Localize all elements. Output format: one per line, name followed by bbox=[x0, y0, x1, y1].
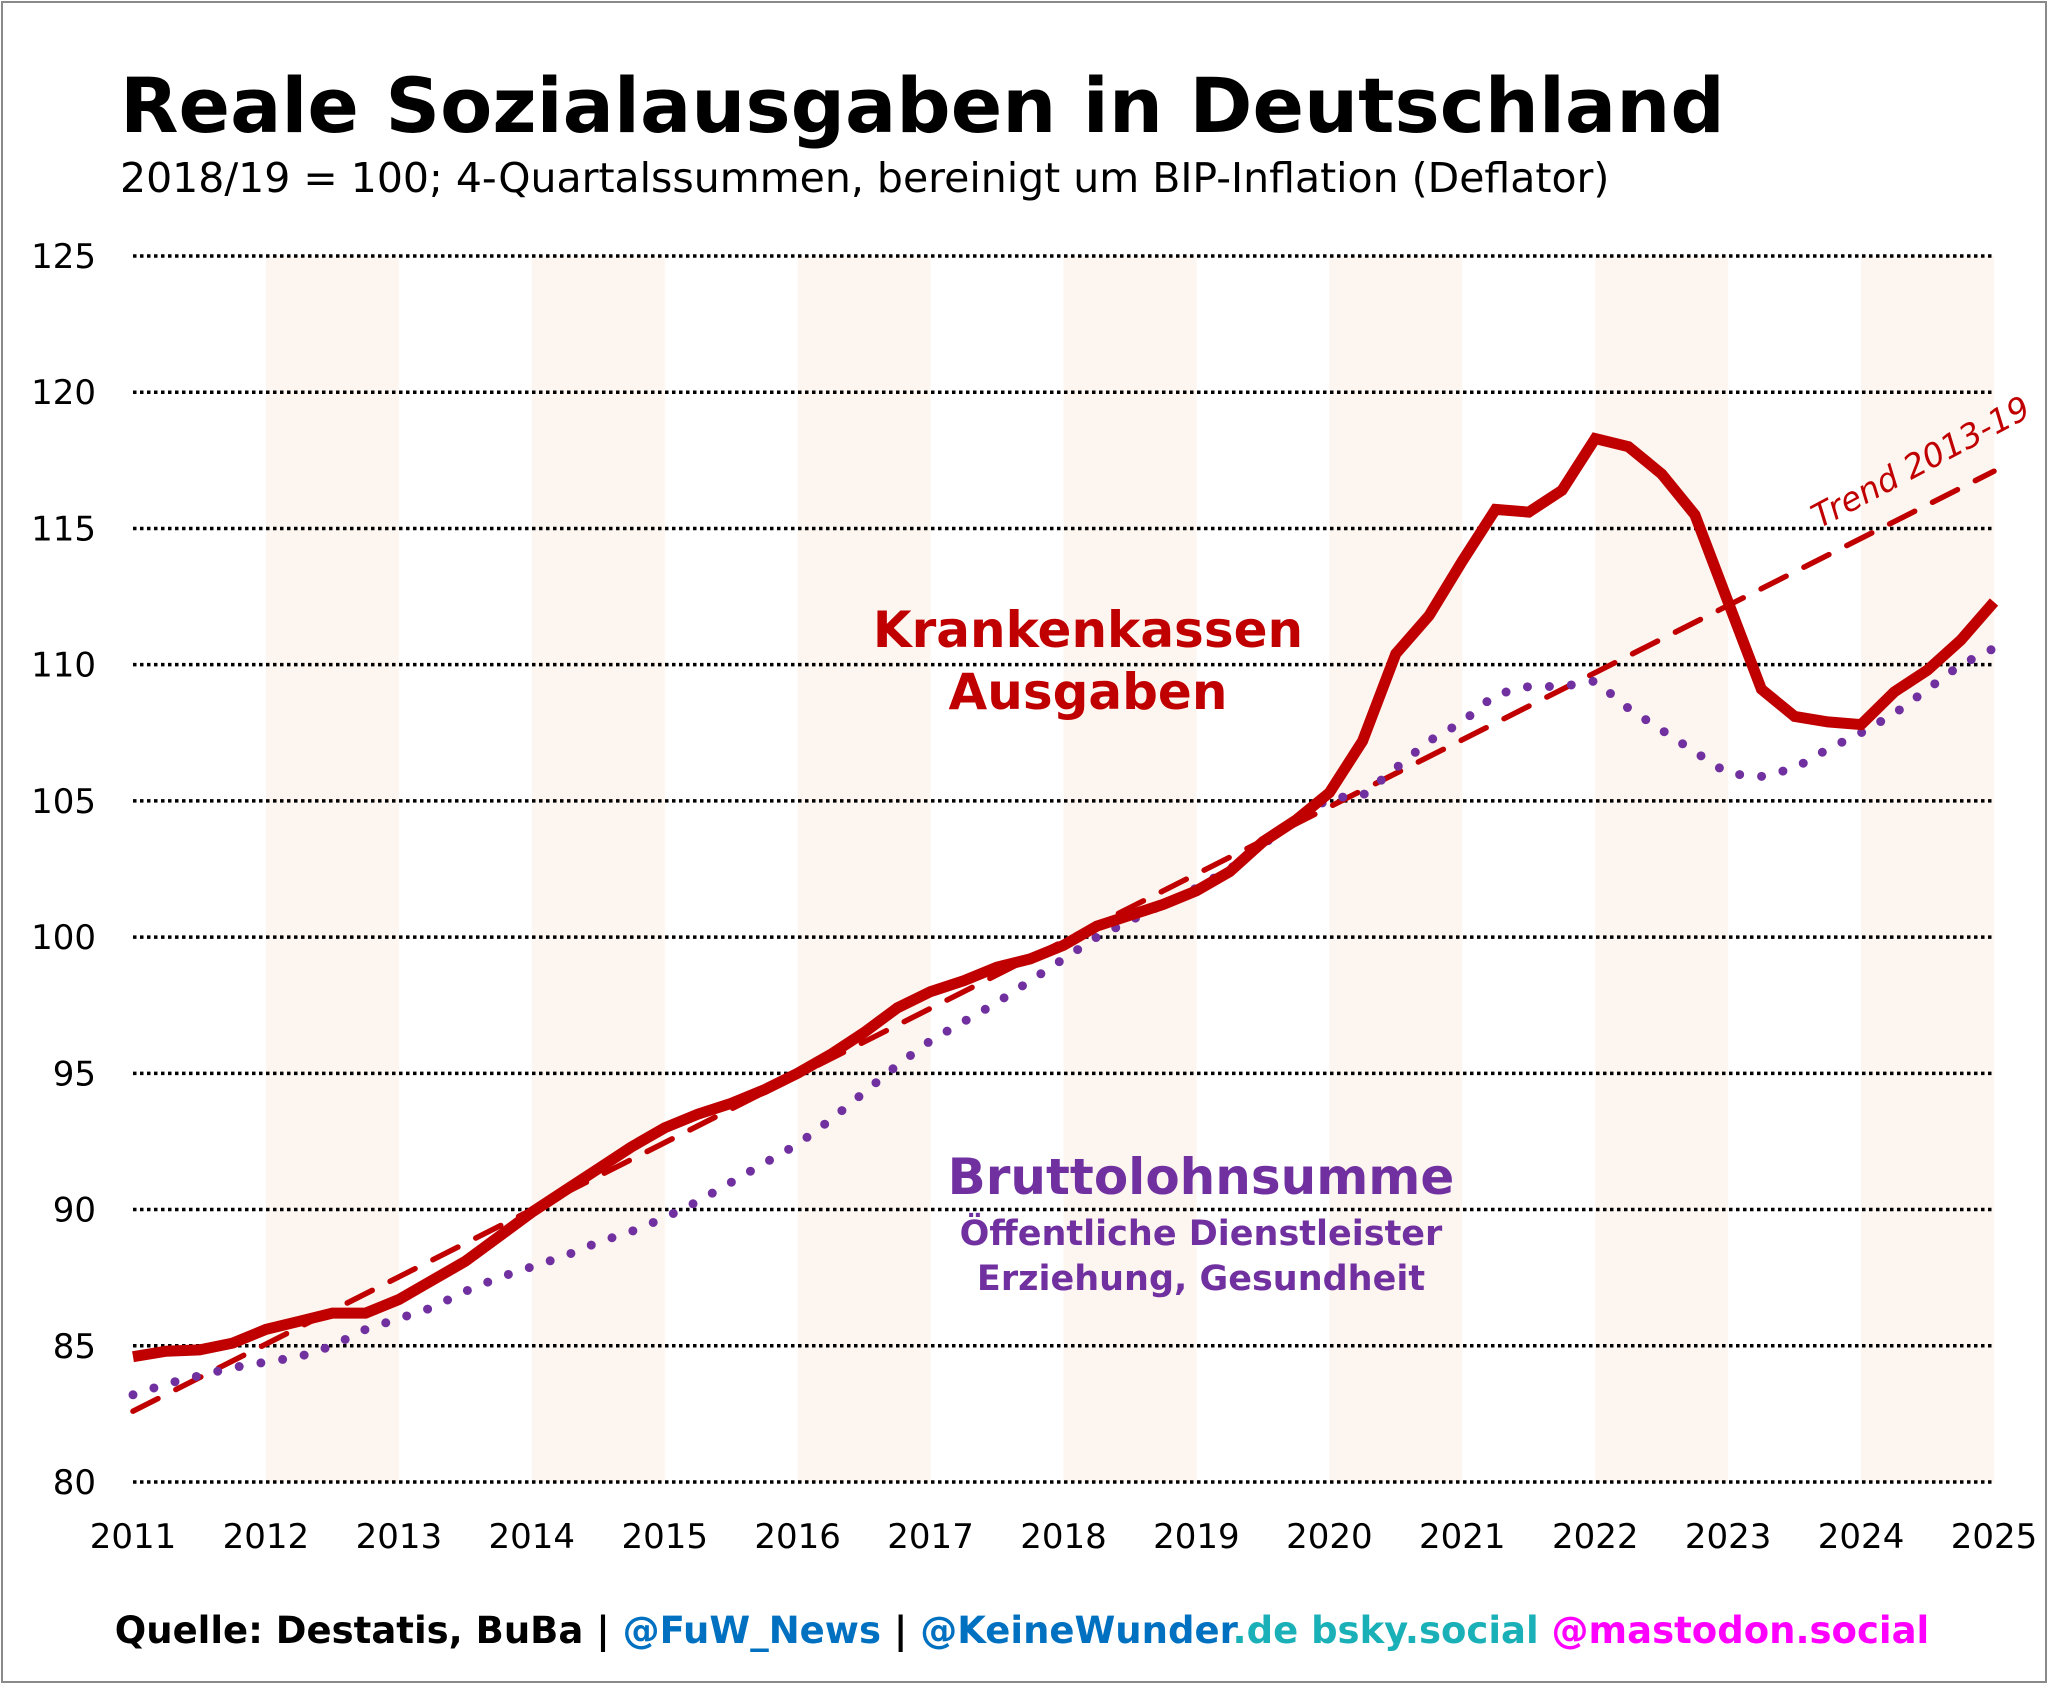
year-band-2018 bbox=[1063, 256, 1197, 1482]
chart-subtitle: 2018/19 = 100; 4-Quartalssummen, bereini… bbox=[120, 154, 1609, 202]
x-tick-label: 2015 bbox=[621, 1517, 708, 1557]
x-tick-label: 2024 bbox=[1818, 1517, 1905, 1557]
footer-bsky-link[interactable]: .de bsky.social bbox=[1233, 1609, 1539, 1652]
x-tick-label: 2023 bbox=[1685, 1517, 1772, 1557]
x-tick-label: 2012 bbox=[223, 1517, 310, 1557]
x-tick-label: 2022 bbox=[1552, 1517, 1639, 1557]
y-tick-label: 95 bbox=[53, 1054, 96, 1094]
year-band-2020 bbox=[1329, 256, 1463, 1482]
label-oeffentliche-dienstleister: Öffentliche Dienstleister bbox=[960, 1212, 1443, 1254]
y-tick-label: 100 bbox=[31, 918, 96, 958]
x-tick-label: 2011 bbox=[90, 1517, 177, 1557]
y-tick-label: 90 bbox=[53, 1191, 96, 1231]
krankenkassen-line bbox=[132, 432, 1999, 1363]
year-band-2014 bbox=[531, 256, 665, 1482]
x-tick-label: 2016 bbox=[754, 1517, 841, 1557]
year-bands bbox=[265, 256, 1994, 1482]
year-band-2012 bbox=[265, 256, 399, 1482]
x-tick-label: 2017 bbox=[887, 1517, 974, 1557]
y-tick-label: 120 bbox=[31, 373, 96, 413]
y-tick-label: 110 bbox=[31, 646, 96, 686]
label-bruttolohnsumme: Bruttolohnsumme bbox=[948, 1148, 1455, 1206]
footer-separator: | bbox=[881, 1609, 920, 1652]
trend-line bbox=[130, 468, 1997, 1414]
y-tick-labels: 80 85 90 95 100 105 110 115 120 125 bbox=[31, 237, 96, 1503]
footer-source: Quelle: Destatis, BuBa | bbox=[115, 1609, 623, 1652]
bruttolohnsumme-line bbox=[128, 643, 1999, 1400]
year-band-2022 bbox=[1595, 256, 1729, 1482]
series bbox=[128, 432, 1999, 1414]
series-krankenkassen-ausgaben bbox=[132, 432, 1999, 1363]
y-tick-label: 80 bbox=[53, 1463, 96, 1503]
y-tick-label: 105 bbox=[31, 782, 96, 822]
x-tick-label: 2018 bbox=[1020, 1517, 1107, 1557]
footer-fuw-link[interactable]: @FuW_News bbox=[623, 1609, 881, 1652]
x-tick-label: 2025 bbox=[1951, 1517, 2038, 1557]
footer-source-line: Quelle: Destatis, BuBa | @FuW_News | @Ke… bbox=[115, 1609, 1929, 1652]
series-trend-2013-19 bbox=[130, 468, 1997, 1414]
y-tick-label: 115 bbox=[31, 509, 96, 549]
x-tick-label: 2019 bbox=[1153, 1517, 1240, 1557]
x-tick-label: 2020 bbox=[1286, 1517, 1373, 1557]
x-tick-label: 2013 bbox=[356, 1517, 443, 1557]
x-tick-labels: 2011 2012 2013 2014 2015 2016 2017 2018 2019 2020… bbox=[90, 1517, 2038, 1557]
year-band-2016 bbox=[797, 256, 931, 1482]
y-tick-label: 125 bbox=[31, 237, 96, 277]
chart-title: Reale Sozialausgaben in Deutschland bbox=[120, 61, 1725, 150]
gridlines bbox=[133, 254, 1994, 1484]
year-band-2024 bbox=[1861, 256, 1994, 1482]
footer-mastodon-link[interactable]: @mastodon.social bbox=[1539, 1609, 1930, 1652]
label-krankenkassen: Krankenkassen bbox=[873, 601, 1303, 659]
x-tick-label: 2014 bbox=[489, 1517, 576, 1557]
x-tick-label: 2021 bbox=[1419, 1517, 1506, 1557]
label-ausgaben: Ausgaben bbox=[949, 663, 1228, 721]
y-tick-label: 85 bbox=[53, 1327, 96, 1367]
label-erziehung-gesundheit: Erziehung, Gesundheit bbox=[977, 1259, 1425, 1299]
footer-keinewunder-link[interactable]: @KeineWunder bbox=[920, 1609, 1238, 1652]
